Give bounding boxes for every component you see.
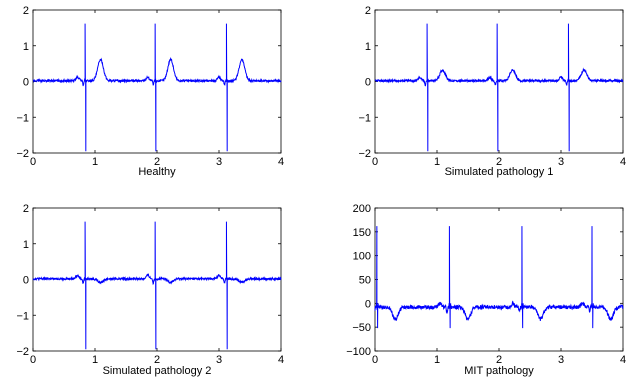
subplot-healthy: Healthy 0 1 2 3 4 −2 −1 0 1 2 xyxy=(16,5,284,178)
y-tick-label: 1 xyxy=(23,239,29,251)
x-tick-label: 1 xyxy=(92,354,98,366)
y-tick-label: 0 xyxy=(365,298,371,310)
y-tick-label: 150 xyxy=(353,227,371,239)
ecg-trace xyxy=(374,23,624,152)
ecg-trace xyxy=(32,221,282,350)
ecg-trace xyxy=(32,23,282,152)
y-tick-label: −50 xyxy=(352,322,371,334)
y-tick-label: −1 xyxy=(358,112,371,124)
x-tick-label: 2 xyxy=(496,156,502,168)
x-tick-label: 3 xyxy=(216,354,222,366)
y-tick-label: −2 xyxy=(358,148,371,160)
x-tick-label: 2 xyxy=(154,156,160,168)
y-tick-label: 0 xyxy=(23,77,29,89)
y-tick-label: 200 xyxy=(353,203,371,215)
x-tick-label: 0 xyxy=(372,354,378,366)
axes-box xyxy=(374,207,624,352)
x-tick-label: 1 xyxy=(92,156,98,168)
xlabel-mit-pathology: MIT pathology xyxy=(464,365,534,377)
y-tick-label: 2 xyxy=(23,5,29,17)
y-tick-label: 0 xyxy=(23,275,29,287)
x-tick-label: 4 xyxy=(278,354,284,366)
x-tick-label: 3 xyxy=(558,354,564,366)
y-tick-label: −1 xyxy=(16,112,29,124)
xlabel-simulated-pathology-2: Simulated pathology 2 xyxy=(103,365,212,377)
x-tick-label: 0 xyxy=(30,156,36,168)
x-tick-label: 2 xyxy=(496,354,502,366)
y-tick-label: 1 xyxy=(23,41,29,53)
x-tick-label: 3 xyxy=(216,156,222,168)
y-tick-label: −2 xyxy=(16,148,29,160)
subplot-simulated-pathology-2: Simulated pathology 2 0 1 2 3 4 −2 −1 0 1 2 xyxy=(16,203,284,377)
ecg-trace xyxy=(374,226,624,329)
x-tick-label: 3 xyxy=(558,156,564,168)
x-tick-label: 1 xyxy=(434,156,440,168)
y-tick-label: −2 xyxy=(16,346,29,358)
xlabel-simulated-pathology-1: Simulated pathology 1 xyxy=(445,166,554,178)
x-tick-label: 0 xyxy=(372,156,378,168)
x-tick-label: 2 xyxy=(154,354,160,366)
x-tick-label: 4 xyxy=(278,156,284,168)
y-tick-label: 1 xyxy=(365,41,371,53)
y-tick-label: 100 xyxy=(353,251,371,263)
x-tick-label: 0 xyxy=(30,354,36,366)
y-tick-label: −1 xyxy=(16,310,29,322)
y-tick-label: 50 xyxy=(359,275,371,287)
x-tick-label: 1 xyxy=(434,354,440,366)
xlabel-healthy: Healthy xyxy=(138,166,176,178)
y-tick-label: −100 xyxy=(346,346,371,358)
y-tick-label: 2 xyxy=(365,5,371,17)
y-tick-label: 2 xyxy=(23,203,29,215)
subplot-mit-pathology: MIT pathology 0 1 2 3 4 −100 −50 0 50 100 150 200 xyxy=(346,203,626,377)
x-tick-label: 4 xyxy=(620,354,626,366)
x-tick-label: 4 xyxy=(620,156,626,168)
y-tick-label: 0 xyxy=(365,77,371,89)
subplot-simulated-pathology-1: Simulated pathology 1 0 1 2 3 4 −2 −1 0 1 2 xyxy=(358,5,626,178)
